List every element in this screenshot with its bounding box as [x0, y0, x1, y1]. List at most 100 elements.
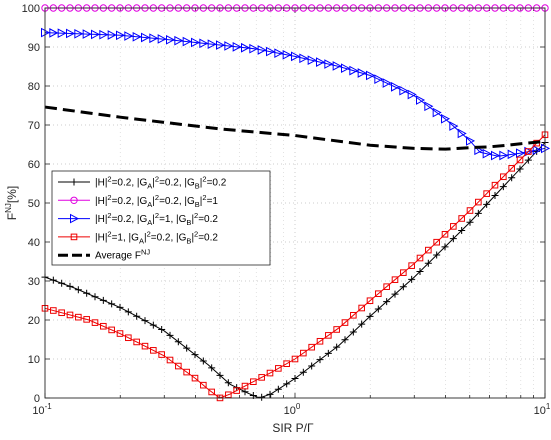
series-marker — [516, 148, 526, 159]
series-marker — [257, 45, 267, 55]
series-marker — [207, 39, 217, 50]
series-marker — [300, 349, 307, 357]
series-marker — [83, 316, 90, 323]
series-marker — [175, 362, 182, 370]
legend-box — [51, 170, 271, 266]
series-marker — [208, 388, 215, 396]
y-tick-label: 30 — [28, 276, 40, 288]
series-marker — [282, 49, 292, 60]
series-marker — [224, 41, 234, 51]
series-marker — [316, 337, 324, 345]
series-marker — [291, 51, 301, 62]
series-marker — [332, 61, 342, 71]
series-marker — [91, 293, 99, 301]
series-marker — [374, 74, 384, 85]
series-marker — [249, 43, 259, 54]
series-marker — [433, 251, 441, 259]
series-marker — [524, 156, 532, 164]
series-marker — [475, 198, 482, 206]
series-marker — [274, 48, 284, 59]
legend: |H|2=0.2, |GA|2=0.2, |GB|2=0.2|H|2=0.2, … — [51, 170, 271, 266]
series-marker — [241, 42, 251, 53]
series-marker — [441, 243, 449, 251]
series-marker — [158, 326, 166, 334]
series-marker — [416, 267, 424, 275]
x-tick-exponent: -1 — [45, 402, 53, 411]
series-marker — [133, 338, 140, 346]
axes-frame — [44, 7, 546, 399]
legend-label-part: =1, |G — [112, 232, 140, 243]
series-marker — [199, 38, 209, 49]
legend-entry: |H|2=0.2, |GA|2=1, |GB|2=0.2 — [58, 211, 218, 227]
legend-label-part: 2 — [107, 175, 111, 184]
series-marker — [149, 321, 157, 329]
legend-label: |H|2=1, |GA|2=0.2, |GB|2=0.2 — [95, 229, 218, 245]
series-marker — [116, 30, 126, 41]
legend-label-part: A — [147, 182, 152, 191]
legend-marker — [70, 196, 78, 205]
series-marker — [299, 368, 307, 376]
x-axis-label-text: SIR P/ — [272, 421, 307, 435]
y-axis-label-main: F — [5, 213, 19, 220]
legend-entry: |H|2=0.2, |GA|2=0.2, |GB|2=1 — [58, 193, 218, 209]
series-marker — [508, 165, 515, 172]
y-tick-label: 100 — [22, 3, 40, 15]
x-axis-label-gamma: Γ — [307, 421, 314, 435]
y-tick-label: 80 — [28, 81, 40, 93]
series-marker — [466, 136, 476, 146]
legend-label-part: B — [186, 218, 191, 227]
y-tick-label: 70 — [28, 120, 40, 132]
series-marker — [357, 68, 367, 78]
series-marker — [349, 65, 359, 76]
legend-label-part: B — [195, 182, 200, 191]
series-marker — [532, 145, 542, 155]
series-marker — [450, 223, 457, 230]
legend-label-part: =0.2, |G — [112, 178, 148, 189]
series-marker — [283, 360, 290, 367]
series-marker — [158, 351, 165, 358]
series-marker — [500, 173, 507, 181]
legend-label-part: =0.2 — [198, 232, 218, 243]
series-marker — [191, 351, 199, 359]
series-marker — [408, 262, 415, 269]
series-marker — [457, 128, 467, 139]
series-marker — [341, 63, 351, 74]
series-marker — [491, 192, 499, 200]
series-marker — [199, 357, 207, 365]
legend-label-part: =0.2 — [198, 214, 218, 225]
legend-label-part: Average F — [95, 251, 141, 262]
legend-label-part: 2 — [194, 211, 198, 220]
legend-label-part: A — [147, 218, 152, 227]
series-marker — [416, 254, 424, 262]
series-marker — [508, 174, 516, 182]
series-marker — [191, 374, 199, 382]
legend-label-part: B — [186, 236, 191, 245]
series-marker — [333, 326, 340, 333]
x-tick-label: 10-1 — [32, 402, 52, 417]
y-axis-label-unit: [%] — [5, 186, 19, 203]
series-marker — [49, 276, 57, 284]
legend-label-part: =0.2, |G — [151, 232, 187, 243]
grid-lines — [45, 8, 545, 398]
series-marker — [366, 297, 374, 305]
series-marker — [524, 146, 534, 157]
series-marker — [266, 46, 276, 57]
series-marker — [433, 238, 440, 246]
series-marker — [124, 308, 132, 316]
legend-label-part: 2 — [155, 211, 159, 220]
series-marker — [157, 34, 167, 44]
series-marker — [308, 362, 316, 370]
legend-label-part: 2 — [155, 175, 159, 184]
legend-label-part: =0.2, |G — [159, 178, 195, 189]
series-marker — [83, 289, 91, 297]
series-marker — [408, 275, 416, 283]
legend-label: |H|2=0.2, |GA|2=1, |GB|2=0.2 — [95, 211, 218, 227]
series-marker — [274, 385, 282, 393]
legend-label-part: 2 — [107, 193, 111, 202]
series-marker — [333, 343, 341, 351]
legend-label: Average FNJ — [95, 248, 150, 262]
series-marker — [424, 259, 432, 267]
x-tick-base: 10 — [284, 405, 296, 417]
series-marker — [424, 101, 434, 112]
